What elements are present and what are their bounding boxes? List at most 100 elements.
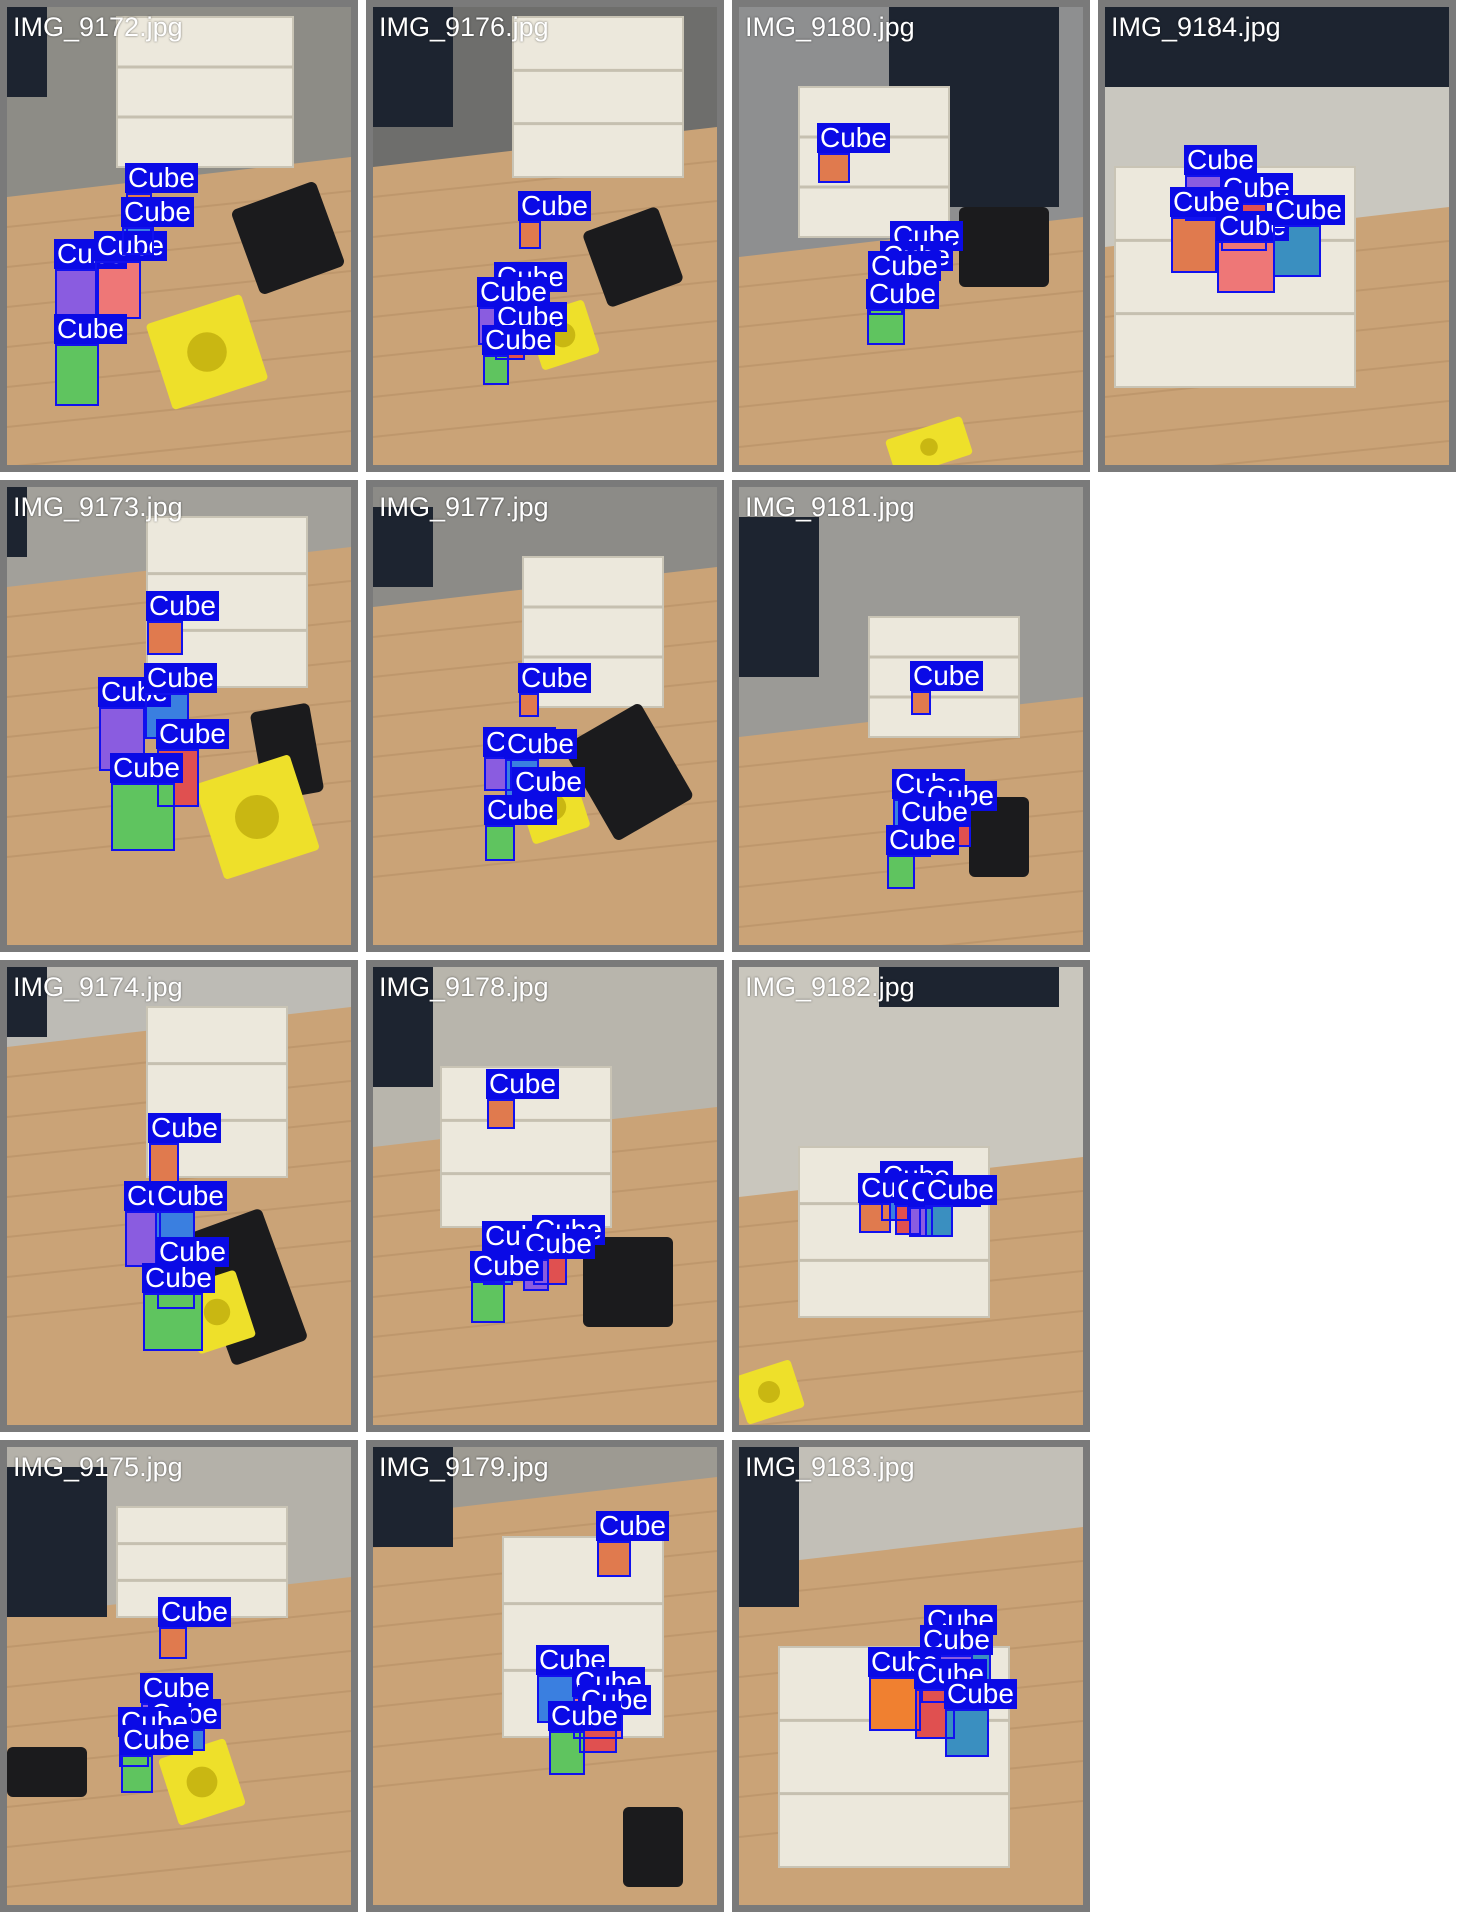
bounding-box <box>147 621 183 655</box>
bounding-box <box>484 757 512 791</box>
filename-label: IMG_9174.jpg <box>13 972 183 1002</box>
detection-box: Cube <box>1216 211 1289 293</box>
filename-label: IMG_9172.jpg <box>13 12 183 42</box>
wood-grain <box>7 1810 351 1848</box>
wood-grain <box>373 1750 717 1788</box>
bounding-box <box>925 1205 953 1237</box>
monitor <box>1105 7 1449 87</box>
image-tile: IMG_9183.jpg Cube Cube Cube Cube Cube <box>732 1440 1090 1912</box>
detection-label: Cube <box>120 1725 193 1755</box>
detection-box: Cube <box>924 1175 997 1237</box>
detection-label: Cube <box>910 661 983 691</box>
wood-grain <box>373 360 717 398</box>
detection-box: Cube <box>110 753 183 851</box>
cube <box>861 1205 889 1231</box>
wood-grain <box>1210 440 1449 465</box>
bounding-box <box>519 221 541 249</box>
detection-box: Cube <box>858 1173 931 1233</box>
detection-box: Cube <box>1184 145 1257 221</box>
detection-label: Cube <box>110 753 183 783</box>
bounding-box <box>915 1689 955 1739</box>
detection-label: Cube <box>518 191 591 221</box>
filename-label: IMG_9178.jpg <box>379 972 549 1002</box>
detection-label: Cube <box>482 325 555 355</box>
detection-label: Cube <box>866 279 939 309</box>
scene-image <box>739 7 1083 465</box>
keyboard <box>583 207 683 307</box>
detection-label: Cube <box>54 314 127 344</box>
detection-box: Cube <box>158 1597 231 1659</box>
scene-image <box>373 7 717 465</box>
image-tile: IMG_9173.jpg Cube Cube Cube Cube Cube <box>0 480 358 952</box>
scene-image <box>739 1447 1083 1905</box>
detection-label: Cube <box>156 1237 229 1267</box>
detection-box: Cube <box>522 1229 595 1291</box>
scene-image <box>7 967 351 1425</box>
detection-box: Cube <box>486 1069 559 1129</box>
monitor <box>373 7 453 127</box>
detection-label: Cube <box>504 729 577 759</box>
detection-label: Cube <box>148 1113 221 1143</box>
filename-label: IMG_9177.jpg <box>379 492 549 522</box>
monitor <box>7 967 47 1037</box>
cube <box>473 1283 503 1321</box>
detection-label: Cube <box>121 197 194 227</box>
detection-box: Cube <box>121 197 194 255</box>
cube <box>871 1679 919 1729</box>
wood-grain <box>739 330 1083 368</box>
keyboard <box>583 1237 673 1327</box>
wood-grain <box>7 1160 351 1198</box>
cube <box>551 1733 583 1773</box>
cube <box>127 1213 159 1265</box>
detection-label: Cube <box>1272 195 1345 225</box>
detection-label: Cube <box>470 1251 543 1281</box>
image-tile: IMG_9179.jpg Cube Cube Cube Cube Cube <box>366 1440 724 1912</box>
cube <box>57 346 97 404</box>
bounding-box <box>1171 217 1217 273</box>
bounding-box <box>471 1281 505 1323</box>
detection-label: Cube <box>868 251 941 281</box>
cube <box>913 693 929 713</box>
monitor <box>739 1447 799 1607</box>
detection-label: Cube <box>817 123 890 153</box>
keyboard <box>623 1807 683 1887</box>
cube <box>521 695 537 715</box>
monitor <box>7 1467 107 1617</box>
detection-box: Cube <box>944 1679 1017 1757</box>
filename-label: IMG_9173.jpg <box>13 492 183 522</box>
detection-label: Cube <box>144 663 217 693</box>
box-stack <box>798 1146 990 1318</box>
cube <box>149 623 181 653</box>
detection-label: Cube <box>154 1181 227 1211</box>
detection-label: Cube <box>924 1175 997 1205</box>
keyboard <box>563 704 693 840</box>
detection-label: Cube <box>146 591 219 621</box>
bounding-box <box>55 344 99 406</box>
cube <box>599 1543 629 1575</box>
scene-image <box>373 967 717 1425</box>
detection-box: Cube <box>817 123 890 183</box>
wood-grain <box>739 1310 1083 1348</box>
detection-label: Cube <box>596 1511 669 1541</box>
detection-box: Cube <box>886 825 959 889</box>
detection-box: Cube <box>146 591 219 655</box>
box-stack <box>798 86 950 238</box>
wood-grain <box>7 390 351 428</box>
cube <box>869 311 903 343</box>
monitor <box>7 487 27 557</box>
detection-label: Cube <box>512 767 585 797</box>
keyboard <box>7 1747 87 1797</box>
filename-label: IMG_9175.jpg <box>13 1452 183 1482</box>
bounding-box <box>945 1709 989 1757</box>
monitor <box>7 7 47 97</box>
bounding-box <box>818 153 850 183</box>
